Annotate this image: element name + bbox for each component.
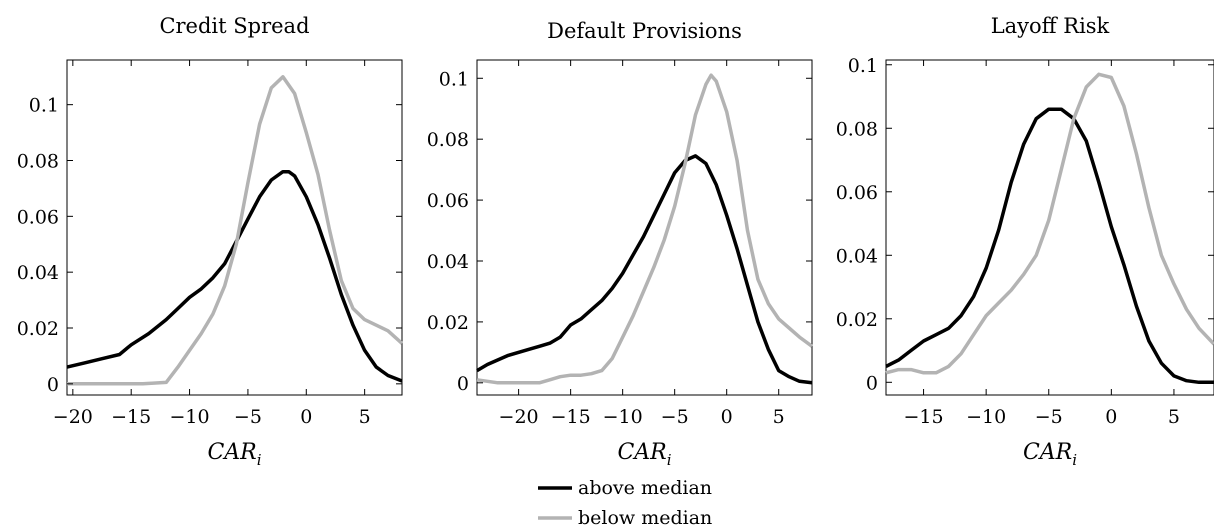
panel-title: Default Provisions xyxy=(547,19,742,43)
y-tick-label: 0.08 xyxy=(17,151,59,173)
x-axis-label: CARi xyxy=(207,440,261,469)
x-tick-label: 5 xyxy=(1168,406,1180,428)
y-tick-label: 0.1 xyxy=(848,55,878,77)
series-line-below-median xyxy=(885,72,1214,375)
series-line-below-median xyxy=(67,75,404,386)
x-tick-label: 0 xyxy=(721,406,733,428)
series-line-above-median xyxy=(66,169,403,383)
x-axis-label: CARi xyxy=(1023,440,1077,469)
y-tick-label: 0.02 xyxy=(836,309,878,331)
x-tick-label: −10 xyxy=(966,406,1006,428)
panel-1: −20 −15 −10 −5 0 5 0 0.02 0.04 0.06 0.08 0.1 Credit … xyxy=(17,14,404,469)
y-tick-label: 0.04 xyxy=(836,245,878,267)
x-tick-label: −5 xyxy=(1035,406,1063,428)
x-axis-label: CARi xyxy=(617,440,671,469)
plot-frame xyxy=(66,59,403,396)
plot-frame xyxy=(476,59,813,396)
y-tick-label: 0.04 xyxy=(427,251,469,273)
x-tick-label: −15 xyxy=(551,406,591,428)
plot-frame xyxy=(885,59,1214,396)
panel-title: Layoff Risk xyxy=(991,14,1110,38)
x-tick-label: −15 xyxy=(904,406,944,428)
y-tick-label: 0 xyxy=(866,372,878,394)
legend: above median below median xyxy=(538,477,712,529)
series-line-above-median xyxy=(885,107,1214,385)
x-tick-label: 0 xyxy=(300,406,312,428)
panel-3: −15 −10 −5 0 5 0 0.02 0.04 0.06 0.08 0.1 Layoff Ris… xyxy=(836,14,1214,469)
panel-title: Credit Spread xyxy=(159,14,309,38)
x-tick-label: −20 xyxy=(53,406,93,428)
series-line-below-median xyxy=(476,73,814,385)
x-tick-label: −5 xyxy=(234,406,262,428)
panel-2: −20 −15 −10 −5 0 5 0 0.02 0.04 0.06 0.08 0.1 Default… xyxy=(427,19,814,469)
series-line-above-median xyxy=(476,154,813,385)
y-tick-label: 0 xyxy=(47,374,59,396)
y-tick-label: 0.02 xyxy=(427,312,469,334)
legend-label-above-median: above median xyxy=(578,477,712,499)
y-tick-label: 0.02 xyxy=(17,318,59,340)
x-tick-label: −5 xyxy=(661,406,689,428)
y-tick-label: 0 xyxy=(457,373,469,395)
y-tick-label: 0.08 xyxy=(427,129,469,151)
y-tick-label: 0.04 xyxy=(17,262,59,284)
x-tick-label: −10 xyxy=(170,406,210,428)
x-tick-label: 5 xyxy=(359,406,371,428)
y-tick-label: 0.1 xyxy=(439,68,469,90)
y-tick-label: 0.08 xyxy=(836,118,878,140)
x-tick-label: −10 xyxy=(603,406,643,428)
y-tick-label: 0.06 xyxy=(17,206,59,228)
x-tick-label: −20 xyxy=(499,406,539,428)
x-tick-label: 5 xyxy=(773,406,785,428)
y-tick-label: 0.06 xyxy=(427,190,469,212)
x-tick-label: −15 xyxy=(111,406,151,428)
y-tick-label: 0.06 xyxy=(836,182,878,204)
y-tick-label: 0.1 xyxy=(29,95,59,117)
x-tick-label: 0 xyxy=(1105,406,1117,428)
legend-label-below-median: below median xyxy=(578,507,712,529)
